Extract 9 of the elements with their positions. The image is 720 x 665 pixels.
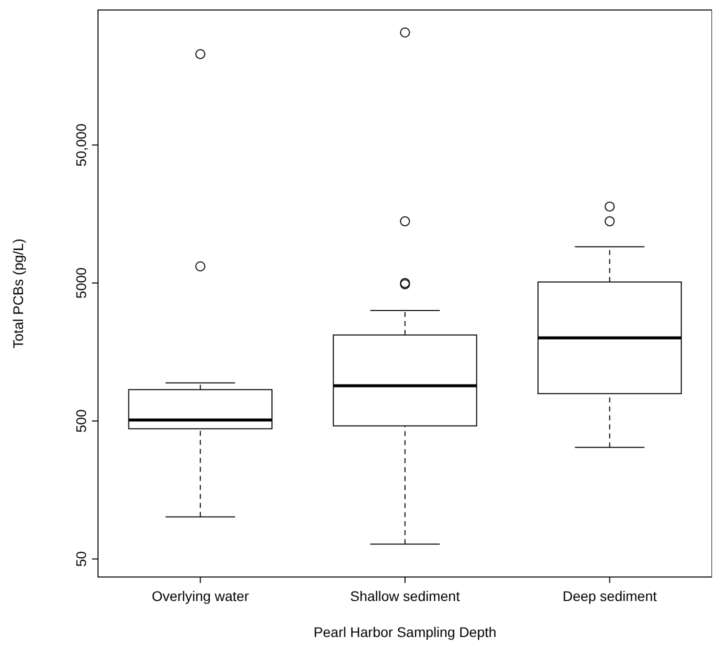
- x-tick-label: Overlying water: [152, 588, 250, 604]
- x-axis-title: Pearl Harbor Sampling Depth: [314, 624, 496, 640]
- y-tick-label: 50: [73, 550, 89, 567]
- x-tick-label: Deep sediment: [562, 588, 657, 604]
- x-tick-label: Shallow sediment: [350, 588, 460, 604]
- y-tick-label: 500: [73, 409, 89, 433]
- y-axis-title: Total PCBs (pg/L): [10, 238, 26, 348]
- y-tick-label: 50,000: [73, 123, 89, 166]
- y-tick-label: 5000: [73, 267, 89, 299]
